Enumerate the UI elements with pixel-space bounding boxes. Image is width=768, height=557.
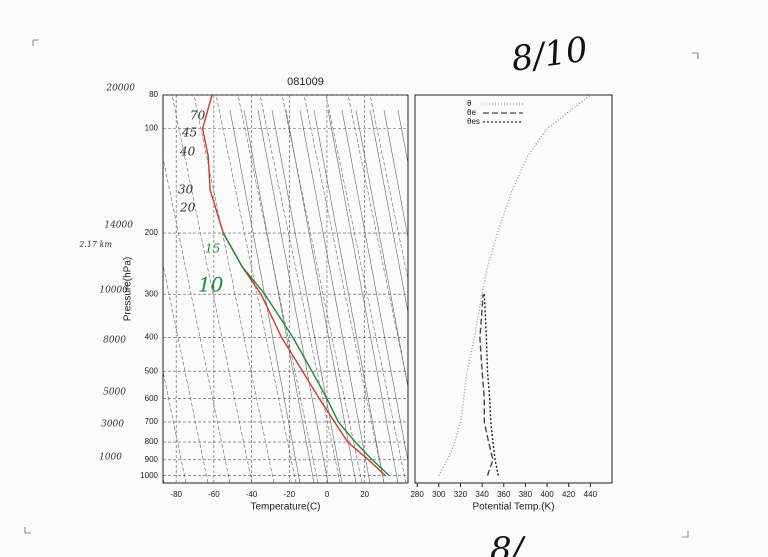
y-axis-label: Pressure(hPa) [123, 257, 134, 321]
x-tick-label: 280 [410, 490, 424, 499]
x-tick-label: 0 [325, 490, 330, 499]
adiabat [303, 95, 385, 483]
y-tick-label: 800 [145, 437, 159, 446]
x-tick-label: 380 [519, 490, 533, 499]
adiabat [325, 95, 407, 483]
profile-line [479, 294, 494, 476]
isopleth [257, 109, 329, 483]
adiabat [163, 369, 187, 483]
isopleth [327, 109, 399, 483]
chart-title: 081009 [287, 76, 324, 88]
profile-line [222, 232, 390, 477]
handwritten-note: 8/ [490, 530, 527, 557]
legend-label: θes [467, 117, 480, 126]
y-tick-label: 400 [145, 333, 159, 342]
legend-label: θe [467, 108, 476, 117]
isopleth [243, 109, 315, 483]
handwritten-note: 8000 [103, 336, 126, 346]
y-tick-label: 300 [145, 289, 159, 298]
adiabat [259, 95, 341, 483]
x-tick-label: 20 [360, 490, 369, 499]
handwritten-note: 15 [205, 242, 220, 256]
x-tick-label: -60 [208, 490, 220, 499]
x-tick-label: -80 [170, 490, 182, 499]
handwritten-note: 5000 [103, 388, 126, 398]
y-tick-label: 80 [149, 90, 158, 99]
x-tick-label: 400 [540, 490, 554, 499]
adiabat [347, 95, 408, 388]
handwritten-note: 1000 [99, 453, 122, 463]
y-tick-label: 700 [145, 417, 159, 426]
profile-line [483, 294, 499, 476]
handwritten-note: 14000 [104, 221, 133, 231]
x-tick-label: 300 [432, 490, 446, 499]
adiabat [237, 95, 319, 483]
adiabat [171, 95, 253, 483]
isopleth [285, 109, 357, 483]
profile-line [438, 94, 591, 476]
handwritten-note: 10000 [99, 286, 128, 296]
legend-label: θ [467, 99, 472, 108]
y-tick-label: 100 [145, 124, 159, 133]
corner-marks [24, 39, 699, 538]
handwritten-note: 40 [179, 145, 196, 159]
adiabat [215, 95, 297, 483]
y-tick-label: 600 [145, 394, 159, 403]
handwritten-note: 70 [190, 109, 206, 123]
isopleth [341, 109, 408, 464]
handwritten-note: 10 [198, 273, 224, 297]
isopleth [383, 109, 408, 240]
isopleth [369, 109, 408, 315]
x-tick-label: 440 [584, 490, 598, 499]
plot-frame [414, 94, 613, 484]
handwritten-note: 3000 [101, 420, 124, 430]
handwritten-note: 20 [179, 201, 196, 215]
y-tick-label: 200 [145, 228, 159, 237]
x-tick-label: 320 [454, 490, 468, 499]
adiabat [163, 263, 209, 483]
x-tick-label: 360 [497, 490, 511, 499]
handwritten-note: 30 [178, 183, 194, 197]
isopleth [299, 109, 371, 483]
x-tick-label: -20 [283, 490, 295, 499]
x-tick-label: -40 [246, 490, 258, 499]
adiabat [369, 95, 408, 281]
isopleth [313, 109, 385, 483]
isopleth [355, 109, 408, 389]
y-tick-label: 900 [145, 455, 159, 464]
x-tick-label: 340 [475, 490, 489, 499]
x-tick-label: 420 [562, 490, 576, 499]
handwritten-note: 20000 [105, 84, 135, 94]
profile-line [201, 94, 386, 477]
x-axis-label: Potential Temp.(K) [472, 502, 554, 513]
isopleth [271, 109, 343, 483]
isopleth [229, 109, 301, 483]
handwritten-note: 2.17 km [78, 240, 112, 249]
adiabat [281, 95, 363, 483]
x-axis-label: Temperature(C) [250, 502, 320, 513]
adiabat [193, 95, 275, 483]
y-tick-label: 1000 [140, 471, 158, 480]
y-tick-label: 500 [145, 366, 159, 375]
handwritten-note: 45 [181, 126, 197, 140]
